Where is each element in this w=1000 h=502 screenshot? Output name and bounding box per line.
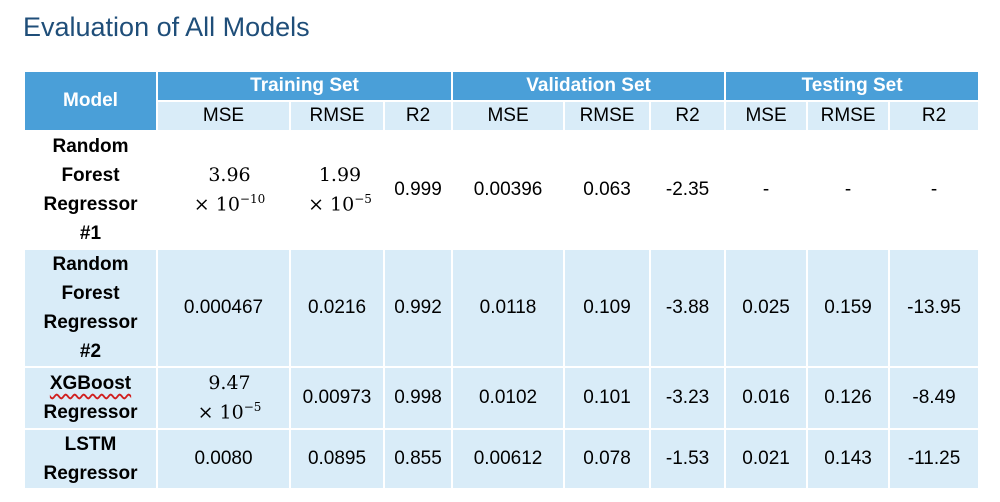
model-name-line: Regressor [43,463,138,484]
subheader-train-rmse: RMSE [289,100,385,132]
train-mse-cell: 0.000467 [156,248,291,368]
page-title: Evaluation of All Models [23,12,310,42]
test-mse-cell: 0.016 [724,366,809,430]
train-mse-cell: 0.0080 [156,428,291,490]
train-mse-cell: 9.47 × 10−5 [156,366,291,430]
subheader-train-mse: MSE [156,100,291,132]
model-name-cell: XGBoost Regressor [23,366,158,430]
test-r2-cell: -8.49 [888,366,981,430]
train-rmse-cell: 0.00973 [289,366,385,430]
table-row: XGBoost Regressor 9.47 × 10−5 0.00973 0.… [23,366,981,430]
train-rmse-cell: 0.0895 [289,428,385,490]
subheader-train-r2: R2 [382,100,454,132]
model-name-line: XGBoost [49,373,132,394]
model-name-cell: LSTM Regressor [23,428,158,490]
training-set-header: Training Set [155,70,454,102]
model-name-line: Regressor [43,194,138,215]
subheader-test-mse: MSE [724,100,809,132]
test-r2-cell: -11.25 [888,428,981,490]
model-name-line: Forest [61,283,120,304]
val-rmse-cell: 0.078 [563,428,652,490]
sci-mantissa: 1.99 [318,164,362,187]
test-rmse-cell: 0.143 [806,428,891,490]
evaluation-table: Model Training Set Validation Set Testin… [23,70,981,490]
table-row: Random Forest Regressor #2 0.000467 0.02… [23,248,981,368]
sci-mantissa: 9.47 [208,372,251,395]
train-rmse-cell: 1.99 × 10−5 [289,130,385,250]
val-rmse-cell: 0.109 [563,248,652,368]
test-rmse-cell: 0.159 [806,248,891,368]
model-column-header: Model [23,70,158,132]
subheader-val-mse: MSE [451,100,566,132]
subheader-val-rmse: RMSE [563,100,652,132]
model-name-line: Regressor [43,312,138,333]
val-rmse-cell: 0.063 [563,130,652,250]
train-r2-cell: 0.999 [382,130,454,250]
train-r2-cell: 0.992 [382,248,454,368]
sci-base: × 10 [197,401,244,424]
test-mse-cell: 0.021 [724,428,809,490]
sci-mantissa: 3.96 [208,164,251,187]
subheader-val-r2: R2 [649,100,727,132]
subheader-test-rmse: RMSE [806,100,891,132]
val-rmse-cell: 0.101 [563,366,652,430]
sci-base: × 10 [308,193,355,216]
val-r2-cell: -3.23 [649,366,727,430]
train-r2-cell: 0.998 [382,366,454,430]
sci-exponent: −5 [354,192,372,207]
model-name-cell: Random Forest Regressor #2 [23,248,158,368]
sci-exponent: −10 [239,192,266,207]
train-r2-cell: 0.855 [382,428,454,490]
model-name-line: Regressor [43,402,138,423]
val-mse-cell: 0.00396 [451,130,566,250]
val-r2-cell: -2.35 [649,130,727,250]
model-name-line: #1 [79,223,102,244]
test-rmse-cell: 0.126 [806,366,891,430]
val-r2-cell: -1.53 [649,428,727,490]
table-row: LSTM Regressor 0.0080 0.0895 0.855 0.006… [23,428,981,490]
test-r2-cell: - [888,130,981,250]
table-row: Random Forest Regressor #1 3.96 × 10−10 … [23,130,981,250]
test-mse-cell: - [724,130,809,250]
model-name-line: Random [52,254,129,275]
val-mse-cell: 0.0118 [451,248,566,368]
test-r2-cell: -13.95 [888,248,981,368]
sci-base: × 10 [193,193,240,216]
test-mse-cell: 0.025 [724,248,809,368]
testing-set-header: Testing Set [724,70,981,102]
sci-exponent: −5 [243,400,262,415]
train-rmse-cell: 0.0216 [289,248,385,368]
model-name-line: Forest [61,165,120,186]
model-name-line: #2 [79,341,102,362]
val-mse-cell: 0.00612 [451,428,566,490]
model-name-cell: Random Forest Regressor #1 [23,130,158,250]
test-rmse-cell: - [806,130,891,250]
val-mse-cell: 0.0102 [451,366,566,430]
validation-set-header: Validation Set [451,70,727,102]
model-name-line: LSTM [64,434,117,455]
train-mse-cell: 3.96 × 10−10 [156,130,291,250]
val-r2-cell: -3.88 [649,248,727,368]
model-name-line: Random [52,136,129,157]
subheader-test-r2: R2 [888,100,981,132]
